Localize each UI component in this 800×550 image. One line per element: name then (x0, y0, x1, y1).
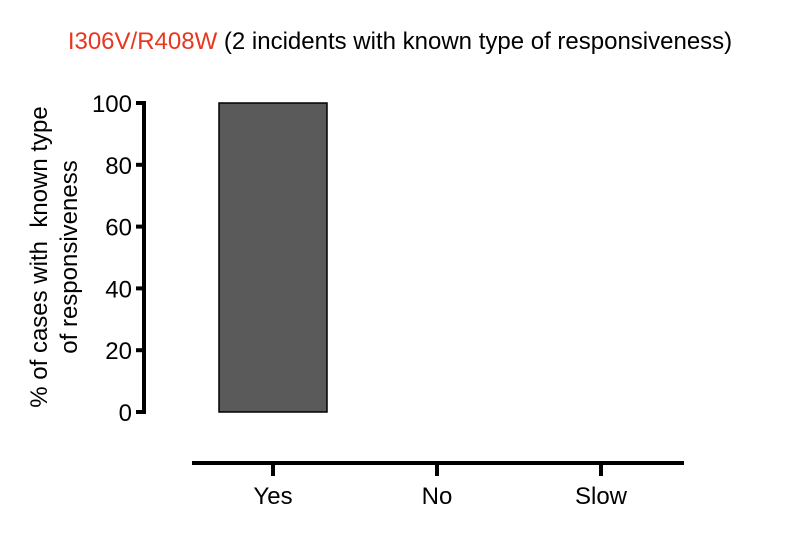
chart-title-highlight: I306V/R408W (67, 28, 218, 55)
bar-yes (218, 102, 328, 413)
chart-title: I306V/R408W (2 incidents with known type… (0, 28, 800, 56)
y-tick-label: 40 (105, 276, 132, 303)
y-tick-label: 20 (105, 338, 132, 365)
y-tick-label: 0 (119, 400, 132, 427)
y-tick-label: 80 (105, 153, 132, 180)
y-tick-label: 100 (92, 91, 132, 118)
x-tick-label: No (422, 483, 453, 510)
x-tick-label: Slow (575, 483, 628, 510)
y-tick-label: 60 (105, 215, 132, 242)
chart-title-text: (2 incidents with known type of responsi… (223, 28, 733, 55)
x-tick-label: Yes (253, 483, 292, 510)
